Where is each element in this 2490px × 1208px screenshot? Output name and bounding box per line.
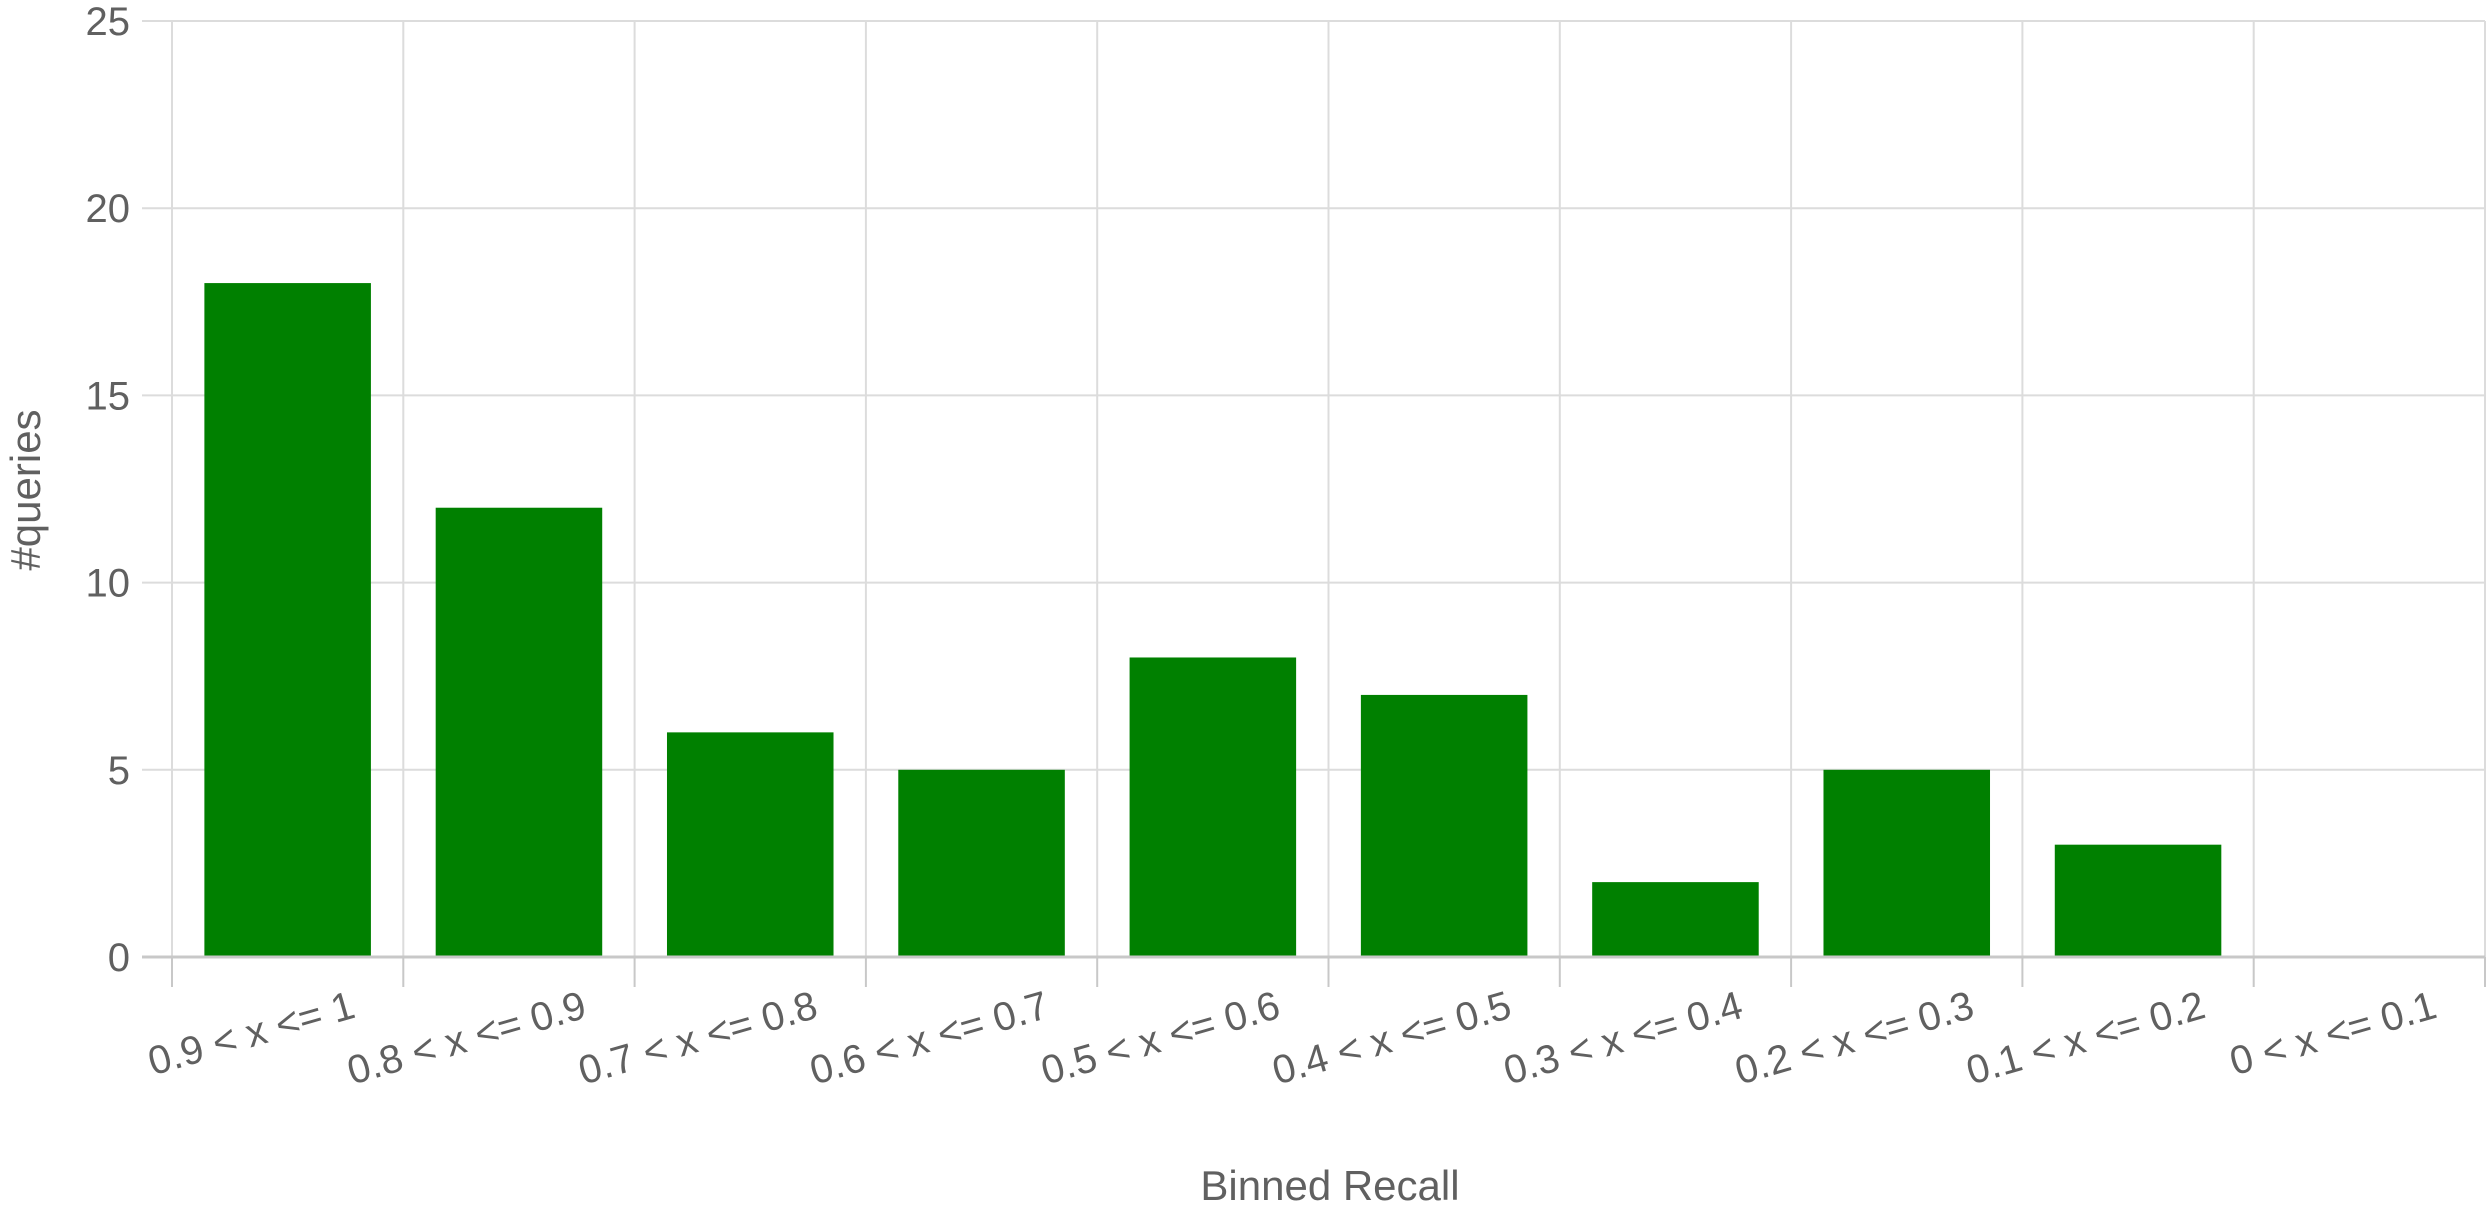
y-tick-label: 15 — [86, 374, 131, 418]
bar — [435, 507, 603, 957]
bar — [204, 283, 371, 958]
y-tick-label: 20 — [86, 187, 131, 231]
x-tick-label: 0.8 < x <= 0.9 — [342, 983, 590, 1093]
x-tick-label: 0.2 < x <= 0.3 — [1730, 983, 1978, 1093]
x-axis-title: Binned Recall — [1200, 1162, 1459, 1208]
y-tick-label: 5 — [108, 749, 130, 793]
bar — [1129, 657, 1297, 957]
x-tick-label: 0.9 < x <= 1 — [143, 983, 359, 1084]
axes — [142, 955, 2486, 987]
bar — [1823, 769, 1991, 957]
y-tick-label: 25 — [86, 0, 131, 44]
bars — [204, 283, 2222, 958]
x-tick-label: 0.5 < x <= 0.6 — [1036, 983, 1284, 1093]
x-tick-label: 0.3 < x <= 0.4 — [1499, 983, 1747, 1093]
bar — [1360, 694, 1528, 957]
x-tick-label: 0.1 < x <= 0.2 — [1962, 983, 2210, 1093]
y-axis-title: #queries — [2, 409, 49, 570]
bar — [2054, 844, 2222, 957]
x-tick-label: 0.7 < x <= 0.8 — [574, 983, 822, 1093]
y-tick-label: 10 — [86, 562, 131, 606]
bar — [898, 769, 1065, 957]
x-tick-label: 0 < x <= 0.1 — [2225, 983, 2441, 1084]
x-tick-label: 0.4 < x <= 0.5 — [1268, 983, 1516, 1093]
bar — [1592, 882, 1759, 957]
x-tick-label: 0.6 < x <= 0.7 — [805, 983, 1053, 1093]
bar — [666, 732, 834, 957]
grid — [142, 20, 2486, 957]
y-tick-label: 0 — [108, 936, 130, 980]
